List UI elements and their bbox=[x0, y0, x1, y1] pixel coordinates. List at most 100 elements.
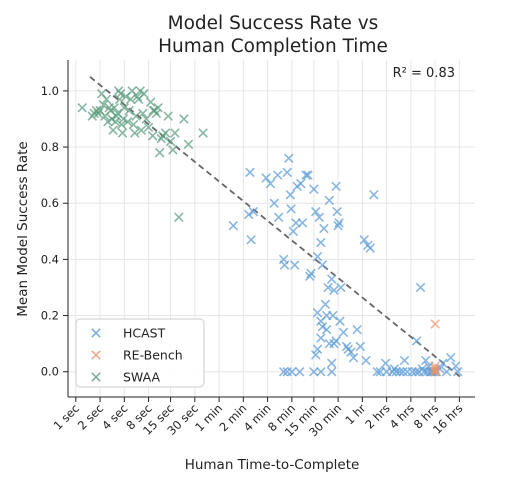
swaa-point bbox=[117, 128, 128, 138]
hcast-point bbox=[317, 260, 328, 270]
y-axis-label: Mean Model Success Rate bbox=[15, 141, 31, 317]
hcast-point bbox=[331, 181, 341, 192]
swaa-point bbox=[111, 111, 122, 121]
hcast-point bbox=[441, 366, 452, 377]
swaa-point bbox=[168, 145, 178, 155]
hcast-point bbox=[279, 260, 290, 270]
hcast-point bbox=[312, 251, 323, 262]
swaa-point bbox=[145, 97, 156, 107]
swaa-point bbox=[125, 94, 136, 105]
hcast-point bbox=[334, 218, 344, 228]
hcast-point bbox=[282, 167, 292, 178]
hcast-point bbox=[228, 220, 239, 231]
swaa-point bbox=[136, 125, 147, 135]
hcast-point bbox=[395, 366, 405, 377]
swaa-point bbox=[138, 108, 148, 119]
hcast-point bbox=[312, 344, 323, 355]
swaa-point bbox=[141, 114, 152, 124]
y-tick-label: 0.4 bbox=[41, 252, 59, 266]
hcast-point bbox=[331, 336, 341, 346]
swaa-point bbox=[147, 131, 158, 141]
hcast-point bbox=[410, 366, 421, 377]
x-tick-label: 2 hrs bbox=[362, 401, 392, 431]
swaa-point bbox=[131, 111, 141, 121]
hcast-point bbox=[273, 212, 284, 223]
hcast-point bbox=[312, 307, 323, 318]
hcast-point bbox=[399, 355, 410, 366]
hcast-point bbox=[309, 366, 319, 377]
swaa-point bbox=[154, 147, 165, 158]
swaa-point bbox=[160, 128, 171, 138]
rebench-point bbox=[430, 319, 440, 329]
hcast-point bbox=[326, 366, 337, 377]
x-tick-label: 1 sec bbox=[51, 401, 82, 432]
hcast-point bbox=[361, 355, 371, 366]
hcast-point bbox=[265, 178, 276, 189]
swaa-point bbox=[163, 111, 173, 121]
hcast-point bbox=[323, 282, 333, 293]
hcast-point bbox=[359, 234, 370, 245]
hcast-point bbox=[335, 316, 345, 326]
r-squared-annotation: R² = 0.83 bbox=[393, 66, 455, 81]
hcast-point bbox=[301, 170, 311, 180]
hcast-point bbox=[365, 243, 375, 253]
hcast-point bbox=[355, 341, 366, 352]
hcast-point bbox=[338, 327, 349, 338]
axes bbox=[67, 60, 475, 398]
swaa-point bbox=[174, 212, 184, 223]
legend-marker-swaa bbox=[91, 372, 101, 382]
hcast-point bbox=[321, 324, 332, 335]
hcast-point bbox=[380, 358, 391, 369]
y-tick-label: 0.6 bbox=[41, 196, 59, 210]
hcast-point bbox=[420, 355, 431, 366]
hcast-point bbox=[310, 206, 321, 217]
hcast-point bbox=[297, 218, 308, 228]
hcast-point bbox=[288, 226, 299, 237]
legend: HCAST RE-Bench SWAA bbox=[75, 318, 205, 388]
hcast-point bbox=[336, 282, 346, 293]
swaa-point bbox=[198, 128, 208, 138]
grid bbox=[68, 60, 475, 397]
hcast-point bbox=[451, 361, 461, 371]
hcast-point bbox=[317, 322, 328, 332]
swaa-point bbox=[183, 139, 194, 150]
legend-marker-hcast bbox=[91, 328, 101, 338]
swaa-point bbox=[115, 88, 126, 99]
swaa-point bbox=[108, 125, 118, 135]
swaa-point bbox=[179, 114, 189, 124]
hcast-point bbox=[422, 366, 433, 377]
hcast-point bbox=[310, 350, 321, 360]
y-tick-label: 1.0 bbox=[41, 84, 59, 98]
hcast-point bbox=[415, 282, 426, 293]
swaa-point bbox=[170, 128, 180, 138]
swaa-point bbox=[109, 102, 120, 113]
hcast-point bbox=[326, 274, 337, 284]
hcast-point bbox=[246, 234, 256, 245]
hcast-point bbox=[316, 366, 326, 377]
legend-label: RE-Bench bbox=[123, 348, 183, 363]
hcast-point bbox=[372, 366, 382, 377]
hcast-point bbox=[387, 366, 398, 377]
swaa-point bbox=[101, 94, 112, 105]
chart-title-line-2: Human Completion Time bbox=[158, 36, 388, 57]
swaa-point bbox=[128, 119, 139, 130]
hcast-point bbox=[286, 204, 296, 214]
swaa-point bbox=[98, 100, 109, 110]
hcast-point bbox=[316, 333, 326, 343]
x-tick-label: 2 sec bbox=[75, 401, 106, 432]
data-points bbox=[77, 86, 463, 377]
hcast-point bbox=[316, 237, 326, 248]
swaa-point bbox=[103, 117, 113, 127]
swaa-point bbox=[116, 119, 127, 130]
hcast-point bbox=[303, 170, 313, 180]
swaa-point bbox=[122, 117, 133, 127]
swaa-point bbox=[156, 133, 167, 144]
swaa-point bbox=[143, 122, 154, 133]
hcast-point bbox=[320, 299, 331, 310]
hcast-point bbox=[398, 366, 408, 377]
swaa-point bbox=[139, 88, 149, 99]
hcast-point bbox=[411, 336, 422, 346]
swaa-point bbox=[119, 102, 130, 113]
hcast-point bbox=[269, 198, 279, 208]
